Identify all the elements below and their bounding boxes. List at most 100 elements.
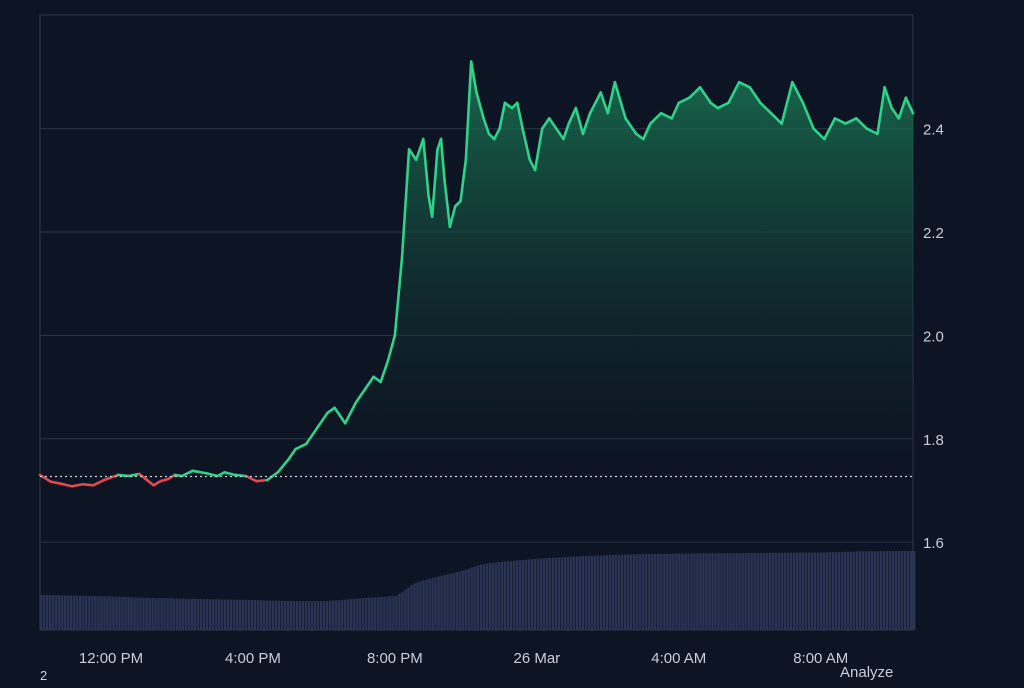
volume-bar [43,594,46,630]
volume-bar [753,552,756,630]
volume-bar [660,553,663,630]
price-line-segment [276,458,290,474]
volume-bar [386,596,389,630]
y-tick-label: 2.4 [923,122,944,139]
volume-bar [645,554,648,630]
volume-bar [678,553,681,630]
volume-bar [581,556,585,630]
volume-bar [720,553,723,630]
x-tick-label: 26 Mar [513,650,560,667]
volume-bar [121,596,124,630]
volume-bar [759,552,762,630]
volume-bar [876,551,880,630]
price-line-segment [567,106,578,125]
price-line-segment [634,132,645,141]
volume-bar [858,551,862,630]
price-line-segment [365,375,375,389]
volume-bar [732,553,735,630]
volume-bar [846,551,850,630]
volume-bar [175,598,178,630]
price-line-segment [59,482,74,488]
volume-bar [596,555,600,630]
volume-bar [897,550,901,630]
volume-bar [455,572,458,630]
price-line-segment [844,117,858,125]
price-line-segment [641,122,652,141]
price-line-segment [102,473,120,482]
volume-bar [316,601,320,630]
volume-bar [118,596,121,630]
price-line-segment [562,122,571,141]
volume-bar [169,598,172,630]
volume-bar [347,599,350,630]
volume-bar [666,553,669,630]
price-line-segment [443,179,452,229]
price-line-segment [533,127,544,172]
volume-bar [708,553,711,630]
volume-bar [295,601,299,630]
volume-bar [307,601,311,630]
volume-bar [548,557,552,630]
volume-bar [208,599,211,630]
price-line-segment [127,472,141,478]
price-line-segment [748,86,762,105]
volume-bar [443,575,446,630]
volume-bar [148,597,151,630]
volume-bar [729,553,732,630]
volume-bar [52,595,55,630]
volume-bar [888,550,892,630]
price-line-segment [659,111,673,120]
volume-bar [58,595,61,630]
volume-bar [410,585,413,630]
volume-bar [196,598,199,630]
volume-bar [639,554,642,630]
price-line-segment [688,86,702,99]
volume-bar [816,552,820,630]
price-line-segment [516,101,524,130]
volume-bar [133,597,136,630]
volume-bar [648,553,651,630]
volume-bar [608,555,612,630]
volume-bar [913,550,916,630]
volume-bar [554,557,558,630]
volume-bar [380,596,383,630]
price-line-segment [613,80,627,120]
price-line-segment [414,137,425,162]
volume-bar [181,598,184,630]
price-line-segment [876,86,886,136]
price-line-segment [897,96,908,120]
x-tick-label: 4:00 AM [651,650,706,667]
volume-bar [241,599,245,630]
volume-bar [229,599,233,630]
volume-bar [434,577,437,630]
price-line-segment [503,101,514,110]
volume-bar [500,561,503,630]
y-tick-label: 2.2 [923,225,944,242]
price-line-segment [70,482,84,488]
volume-bar [283,600,287,630]
volume-bar [690,553,693,630]
volume-bar [681,553,684,630]
volume-bar [413,583,416,630]
volume-bar [344,599,347,630]
volume-bar [515,560,519,630]
volume-bar [202,599,205,630]
volume-bar [903,550,907,630]
volume-bar [726,553,729,630]
volume-bar [693,553,696,630]
volume-bar [139,597,142,630]
volume-bar [675,553,678,630]
price-line-segment [191,469,209,475]
volume-bar [620,554,624,630]
volume-bar [67,595,70,630]
volume-bar [115,596,118,630]
volume-bar [783,552,786,630]
analyze-button[interactable]: Analyze [840,664,894,681]
volume-bar [864,551,868,630]
volume-bar [91,595,94,630]
price-line-segment [265,471,280,482]
volume-bar [205,599,208,630]
volume-bar [422,580,425,630]
volume-bar [669,553,672,630]
volume-bar [106,596,109,630]
